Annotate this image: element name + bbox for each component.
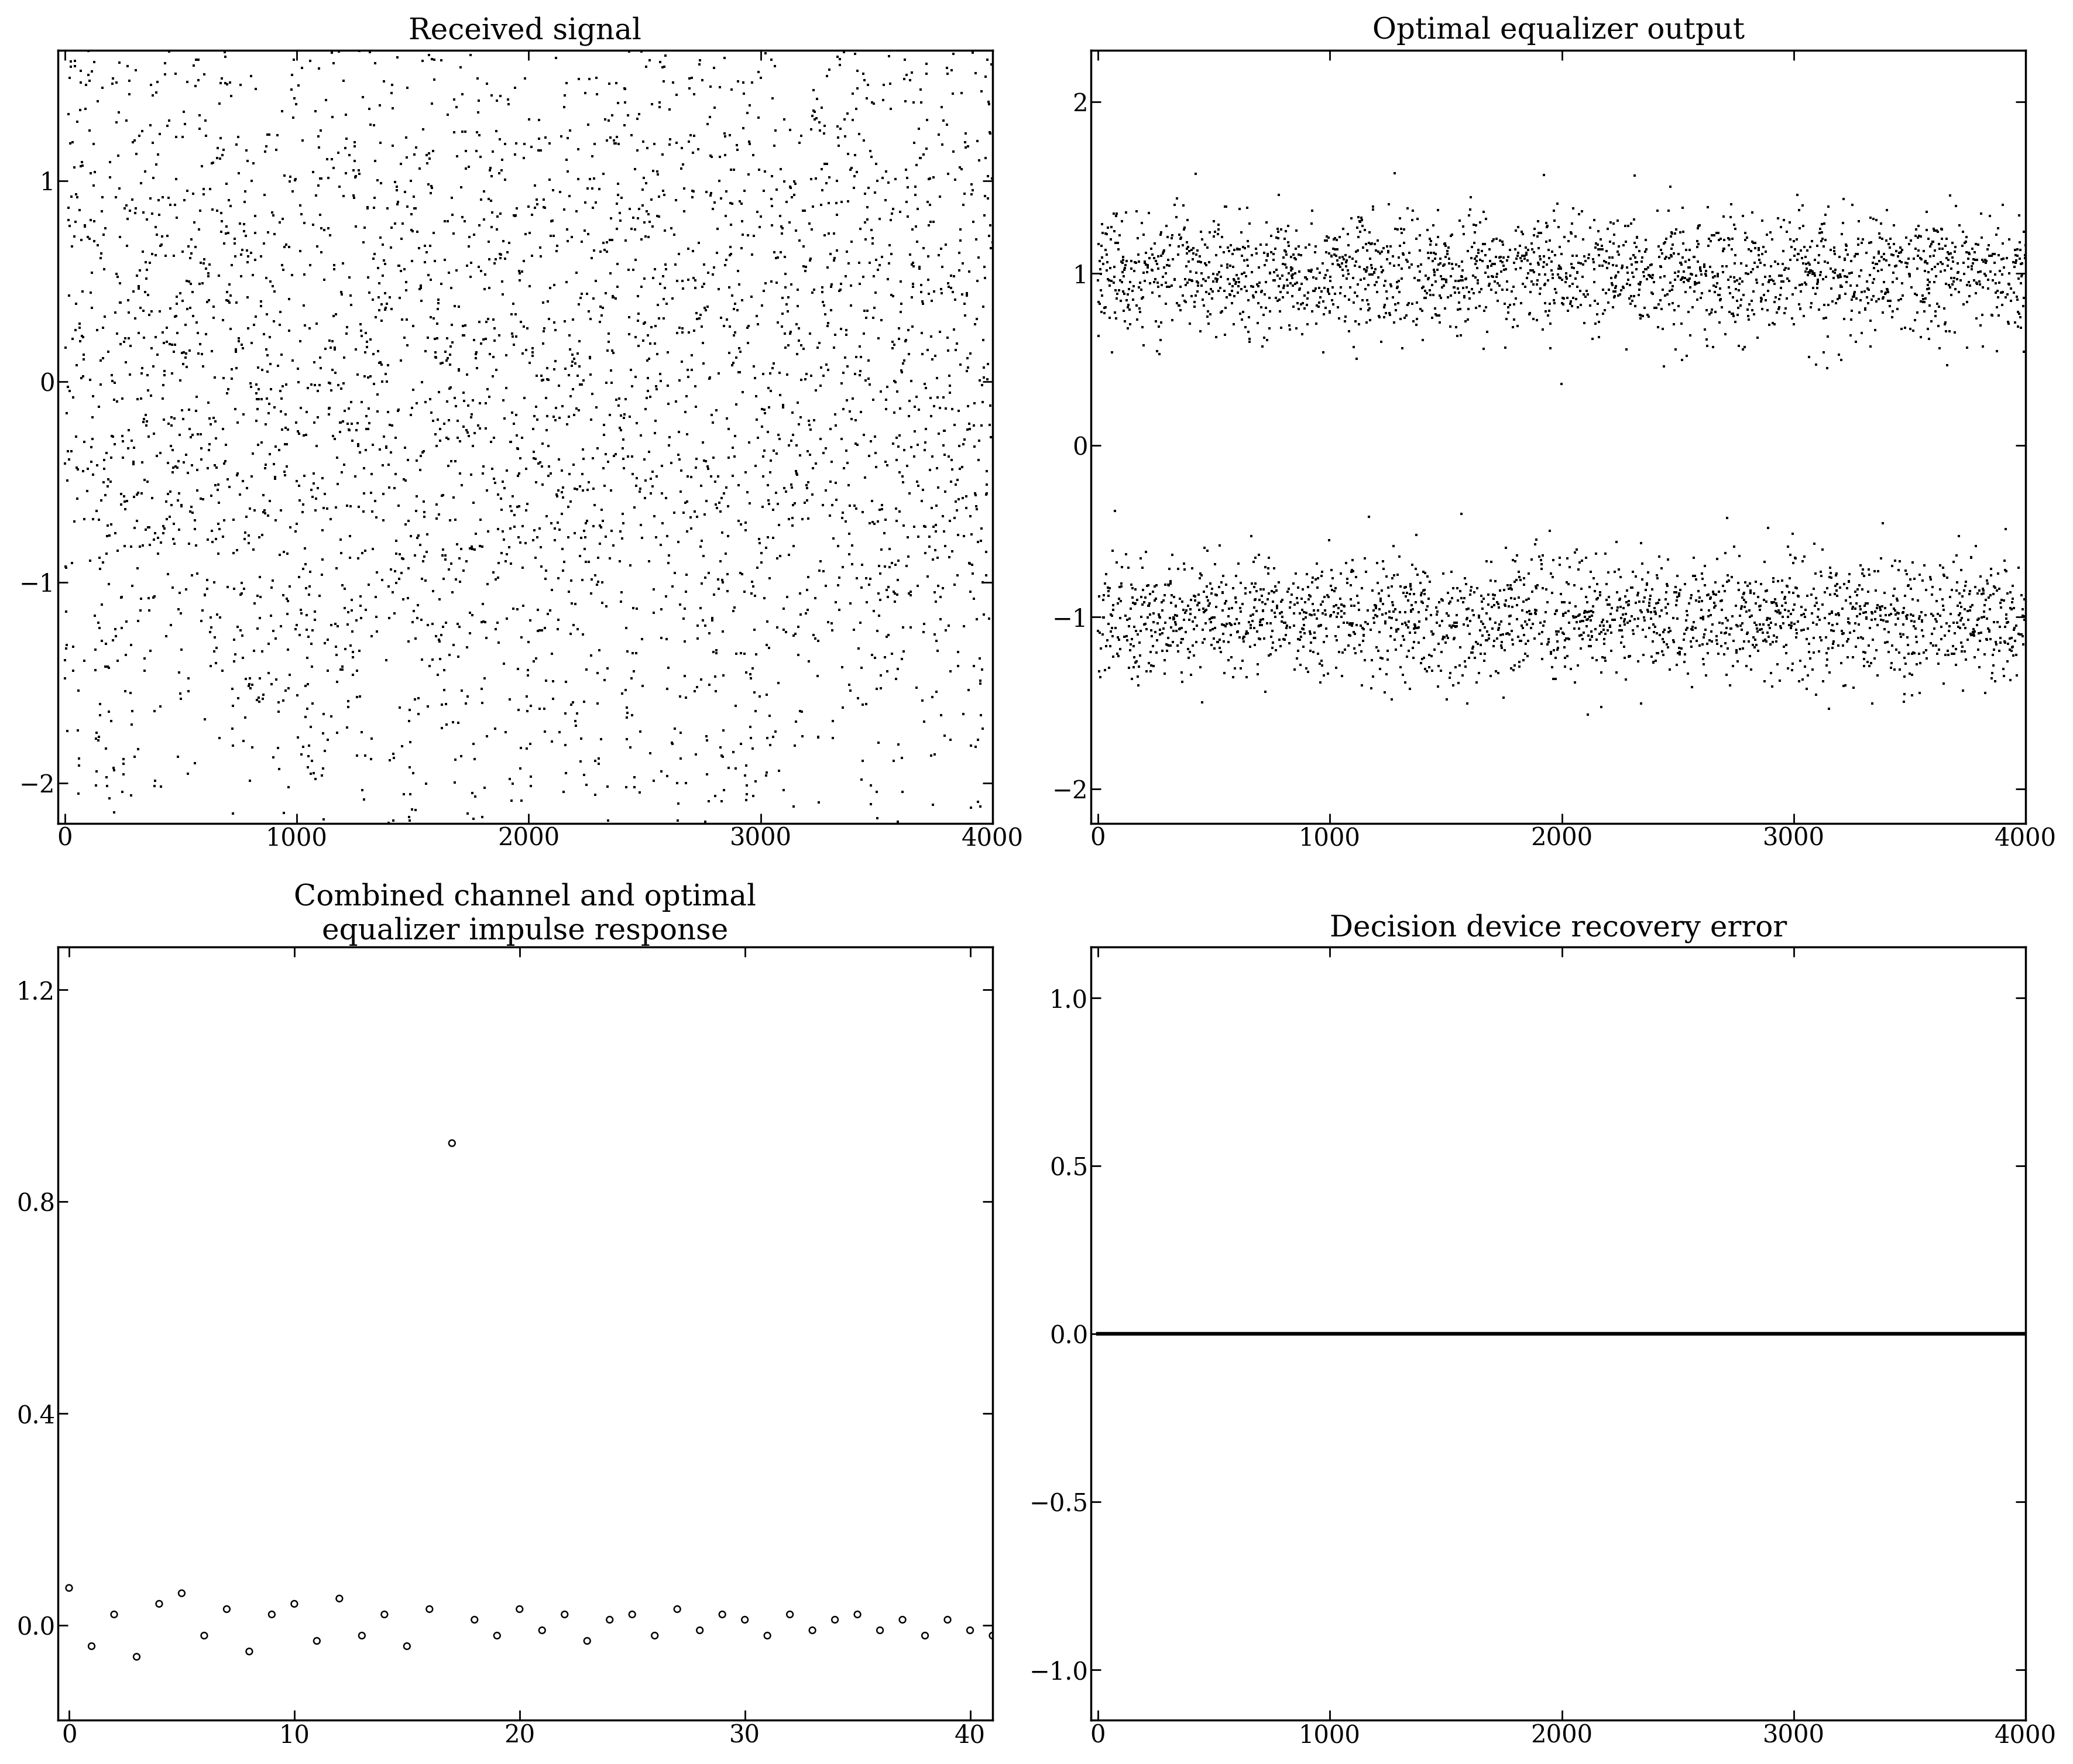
Point bbox=[750, 1621, 784, 1649]
Point bbox=[684, 1616, 717, 1644]
Point bbox=[143, 1589, 176, 1618]
Point bbox=[435, 1129, 468, 1157]
Point bbox=[390, 1632, 423, 1660]
Point bbox=[908, 1621, 941, 1649]
Point bbox=[189, 1621, 222, 1649]
Title: Received signal: Received signal bbox=[408, 16, 643, 46]
Point bbox=[232, 1637, 265, 1665]
Point bbox=[481, 1621, 514, 1649]
Point bbox=[616, 1600, 649, 1628]
Point bbox=[166, 1579, 199, 1607]
Point bbox=[504, 1595, 537, 1623]
Point bbox=[52, 1573, 85, 1602]
Point bbox=[638, 1621, 672, 1649]
Point bbox=[323, 1584, 357, 1612]
Point bbox=[862, 1616, 896, 1644]
Point bbox=[661, 1595, 694, 1623]
Point bbox=[885, 1605, 918, 1633]
Point bbox=[527, 1616, 560, 1644]
Point bbox=[728, 1605, 761, 1633]
Point bbox=[570, 1626, 603, 1655]
Point bbox=[773, 1600, 806, 1628]
Title: Combined channel and optimal
equalizer impulse response: Combined channel and optimal equalizer i… bbox=[294, 884, 757, 946]
Point bbox=[593, 1605, 626, 1633]
Point bbox=[75, 1632, 108, 1660]
Point bbox=[458, 1605, 491, 1633]
Point bbox=[796, 1616, 829, 1644]
Point bbox=[301, 1626, 334, 1655]
Point bbox=[278, 1589, 311, 1618]
Point bbox=[931, 1605, 964, 1633]
Point bbox=[842, 1600, 875, 1628]
Point bbox=[346, 1621, 379, 1649]
Point bbox=[255, 1600, 288, 1628]
Point bbox=[954, 1616, 987, 1644]
Point bbox=[547, 1600, 580, 1628]
Point bbox=[819, 1605, 852, 1633]
Point bbox=[367, 1600, 400, 1628]
Point bbox=[97, 1600, 131, 1628]
Point bbox=[705, 1600, 738, 1628]
Point bbox=[120, 1642, 153, 1671]
Point bbox=[976, 1621, 1010, 1649]
Title: Optimal equalizer output: Optimal equalizer output bbox=[1372, 16, 1745, 46]
Point bbox=[209, 1595, 243, 1623]
Point bbox=[413, 1595, 446, 1623]
Title: Decision device recovery error: Decision device recovery error bbox=[1329, 914, 1787, 942]
